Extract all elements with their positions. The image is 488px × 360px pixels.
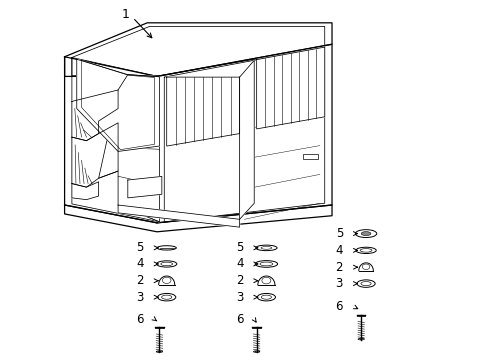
Text: 3: 3 bbox=[236, 291, 243, 304]
Text: 6: 6 bbox=[335, 300, 343, 313]
Text: 4: 4 bbox=[235, 257, 243, 270]
Text: 5: 5 bbox=[236, 241, 243, 255]
Polygon shape bbox=[256, 47, 324, 129]
Polygon shape bbox=[64, 23, 331, 76]
Polygon shape bbox=[118, 205, 239, 227]
Text: 6: 6 bbox=[136, 313, 143, 326]
Bar bbox=[302, 154, 318, 158]
Polygon shape bbox=[127, 176, 162, 198]
Polygon shape bbox=[72, 123, 118, 187]
Text: 4: 4 bbox=[136, 257, 143, 270]
Text: 4: 4 bbox=[335, 244, 343, 257]
Text: 2: 2 bbox=[335, 261, 343, 274]
Polygon shape bbox=[72, 182, 99, 200]
Text: 2: 2 bbox=[235, 274, 243, 287]
Polygon shape bbox=[64, 205, 331, 232]
Text: 2: 2 bbox=[136, 274, 143, 287]
Polygon shape bbox=[64, 57, 157, 223]
Text: 5: 5 bbox=[136, 241, 143, 255]
Polygon shape bbox=[72, 90, 118, 141]
Polygon shape bbox=[77, 59, 159, 152]
Text: 6: 6 bbox=[235, 313, 243, 326]
Text: 1: 1 bbox=[121, 8, 129, 21]
Polygon shape bbox=[157, 44, 331, 223]
Text: 3: 3 bbox=[136, 291, 143, 304]
Polygon shape bbox=[166, 77, 239, 146]
Ellipse shape bbox=[361, 231, 370, 235]
Polygon shape bbox=[99, 77, 159, 222]
Text: 3: 3 bbox=[335, 277, 342, 290]
Text: 5: 5 bbox=[335, 227, 342, 240]
Polygon shape bbox=[239, 60, 254, 219]
